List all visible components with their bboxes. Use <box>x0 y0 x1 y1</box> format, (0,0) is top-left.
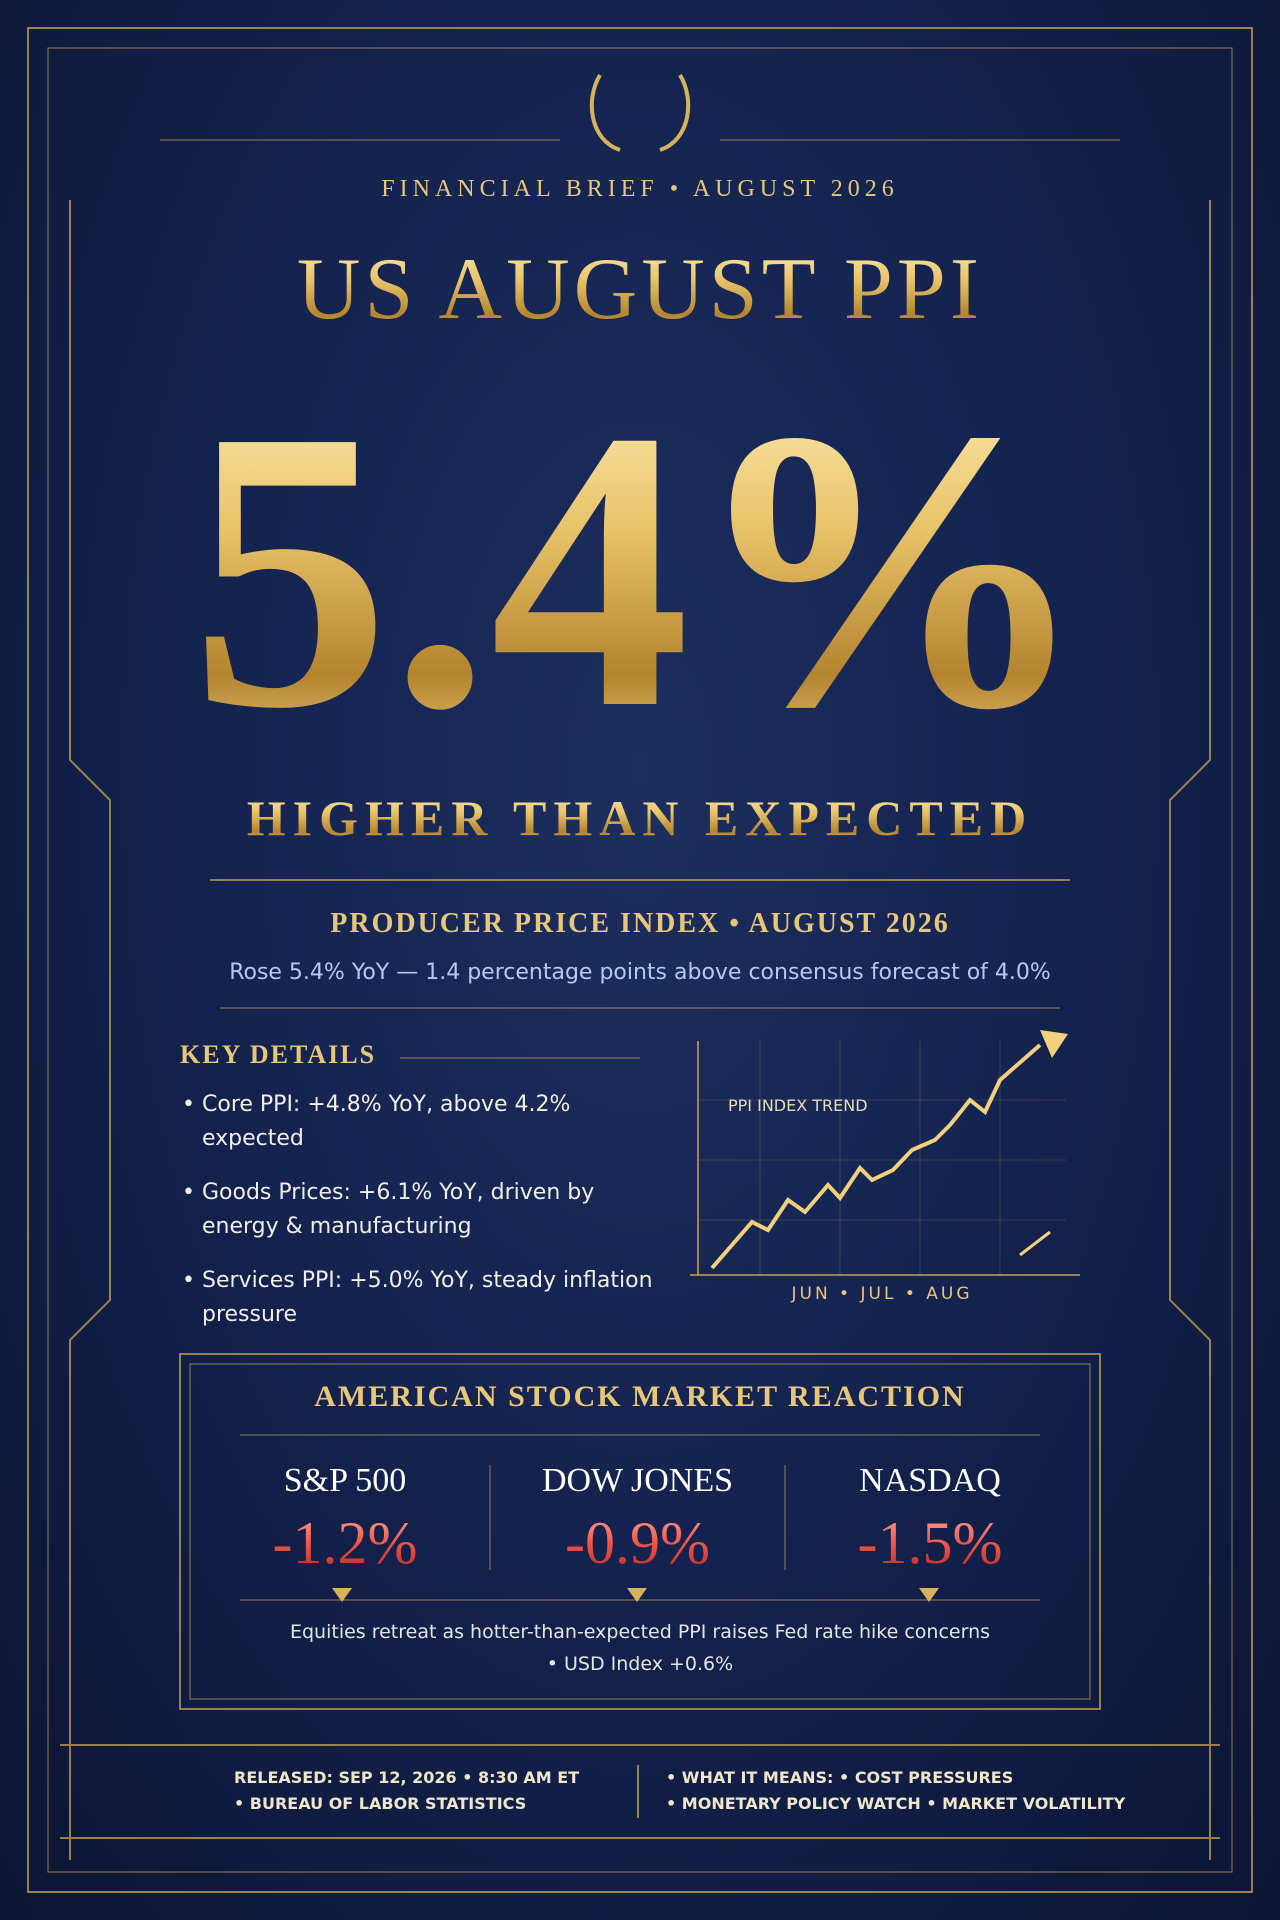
index-change: -1.2% <box>195 1508 495 1578</box>
index-name: S&P 500 <box>283 1462 407 1499</box>
key-details-list: Core PPI: +4.8% YoY, above 4.2% expected… <box>182 1088 672 1352</box>
detail-item: Goods Prices: +6.1% YoY, driven by energ… <box>182 1176 672 1244</box>
footer-right: • MONETARY POLICY WATCH • MARKET VOLATIL… <box>666 1794 1126 1813</box>
footer-right: • WHAT IT MEANS: • COST PRESSURES <box>666 1768 1014 1787</box>
subhead: HIGHER THAN EXPECTED <box>0 790 1280 846</box>
kicker: FINANCIAL BRIEF • AUGUST 2026 <box>381 176 899 202</box>
title: US AUGUST PPI <box>0 240 1280 340</box>
index-change: -1.5% <box>780 1508 1080 1578</box>
index-name: NASDAQ <box>859 1462 1001 1499</box>
footer-left: • BUREAU OF LABOR STATISTICS <box>234 1794 527 1813</box>
summary-text: Rose 5.4% YoY — 1.4 percentage points ab… <box>229 960 1051 985</box>
detail-item: Core PPI: +4.8% YoY, above 4.2% expected <box>182 1088 672 1156</box>
market-note-extra: • USD Index +0.6% <box>546 1653 734 1675</box>
trend-graphic <box>690 1030 1080 1276</box>
index-name: DOW JONES <box>541 1462 734 1499</box>
market-title: AMERICAN STOCK MARKET REACTION <box>314 1380 966 1413</box>
summary-title: PRODUCER PRICE INDEX • AUGUST 2026 <box>330 908 950 939</box>
key-details-heading: KEY DETAILS <box>180 1040 377 1069</box>
trend-axis-label: JUN • JUL • AUG <box>791 1284 973 1304</box>
footer-left: RELEASED: SEP 12, 2026 • 8:30 AM ET <box>234 1768 580 1787</box>
index-change: -0.9% <box>490 1508 785 1578</box>
headline: 5.4% <box>0 360 1280 780</box>
trend-title: PPI INDEX TREND <box>728 1096 868 1115</box>
market-note: Equities retreat as hotter-than-expected… <box>289 1621 991 1643</box>
detail-item: Services PPI: +5.0% YoY, steady inflatio… <box>182 1264 672 1332</box>
